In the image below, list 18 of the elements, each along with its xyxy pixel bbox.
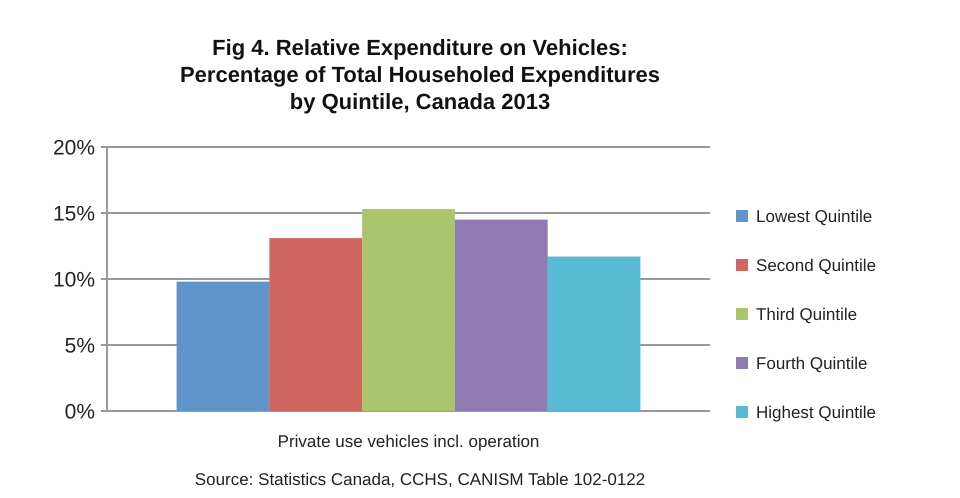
bar bbox=[269, 238, 362, 411]
legend-label: Third Quintile bbox=[756, 304, 858, 324]
chart-title: Fig 4. Relative Expenditure on Vehicles: Percentage of Total Householed Expenditures by Quintile, Canada 2013 bbox=[180, 35, 660, 114]
bar bbox=[176, 282, 270, 411]
bar bbox=[454, 220, 548, 411]
bar bbox=[362, 209, 455, 411]
y-tick-label: 10% bbox=[52, 268, 95, 292]
y-tick-label: 15% bbox=[52, 202, 95, 226]
x-tick-label: Private use vehicles incl. operation bbox=[278, 432, 540, 451]
source-note: Source: Statistics Canada, CCHS, CANISM Table 102-0122 bbox=[194, 470, 646, 489]
y-tick-label: 20% bbox=[52, 136, 95, 160]
legend-label: Lowest Quintile bbox=[756, 206, 872, 226]
y-tick-label: 5% bbox=[64, 334, 95, 358]
legend-label: Fourth Quintile bbox=[756, 354, 868, 373]
legend-label: Second Quintile bbox=[756, 256, 876, 275]
bar bbox=[548, 256, 640, 411]
y-tick-label: 0% bbox=[64, 400, 95, 424]
legend-label: Highest Quintile bbox=[756, 402, 876, 422]
